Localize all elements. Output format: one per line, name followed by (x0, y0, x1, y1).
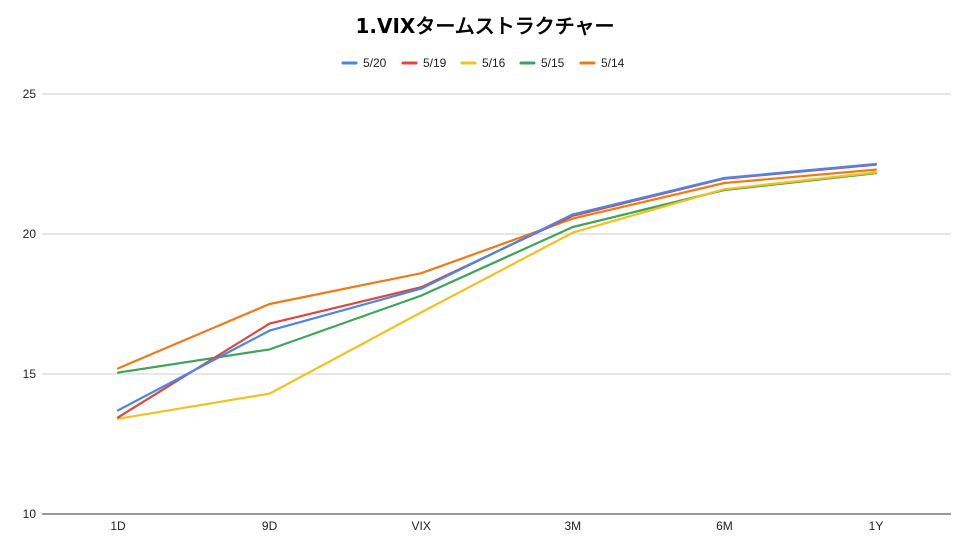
x-tick-label-9d: 9D (262, 519, 278, 533)
y-axis-tick-labels: 10 15 20 25 (23, 87, 37, 521)
y-tick-label-20: 20 (23, 227, 37, 241)
legend-item-5-19: 5/19 (401, 56, 447, 70)
series-line-5-16 (116, 171, 878, 420)
legend-item-5-15: 5/15 (519, 56, 565, 70)
legend-label: 5/16 (482, 56, 506, 70)
grid (42, 93, 951, 375)
legend-label: 5/19 (423, 56, 447, 70)
y-tick-label-15: 15 (23, 367, 37, 381)
y-tick-label-25: 25 (23, 87, 37, 101)
legend-label: 5/20 (363, 56, 387, 70)
legend-item-5-14: 5/14 (579, 56, 625, 70)
x-tick-label-6m: 6M (716, 519, 733, 533)
y-tick-label-10: 10 (23, 507, 37, 521)
series-line-5-20 (116, 162, 878, 412)
legend: 5/20 5/19 5/16 5/15 5/14 (341, 56, 625, 70)
series-line-5-19 (116, 163, 878, 419)
x-tick-label-1y: 1Y (869, 519, 884, 533)
legend-item-5-20: 5/20 (341, 56, 387, 70)
legend-item-5-16: 5/16 (460, 56, 506, 70)
series-lines (116, 162, 878, 420)
legend-label: 5/15 (541, 56, 565, 70)
x-tick-label-3m: 3M (564, 519, 581, 533)
x-tick-label-1d: 1D (110, 519, 126, 533)
x-tick-label-vix: VIX (412, 519, 431, 533)
x-axis-tick-labels: 1D 9D VIX 3M 6M 1Y (110, 519, 883, 533)
chart-title: 1.VIXタームストラクチャー (355, 14, 614, 38)
legend-label: 5/14 (601, 56, 625, 70)
series-line-5-14 (116, 168, 878, 370)
